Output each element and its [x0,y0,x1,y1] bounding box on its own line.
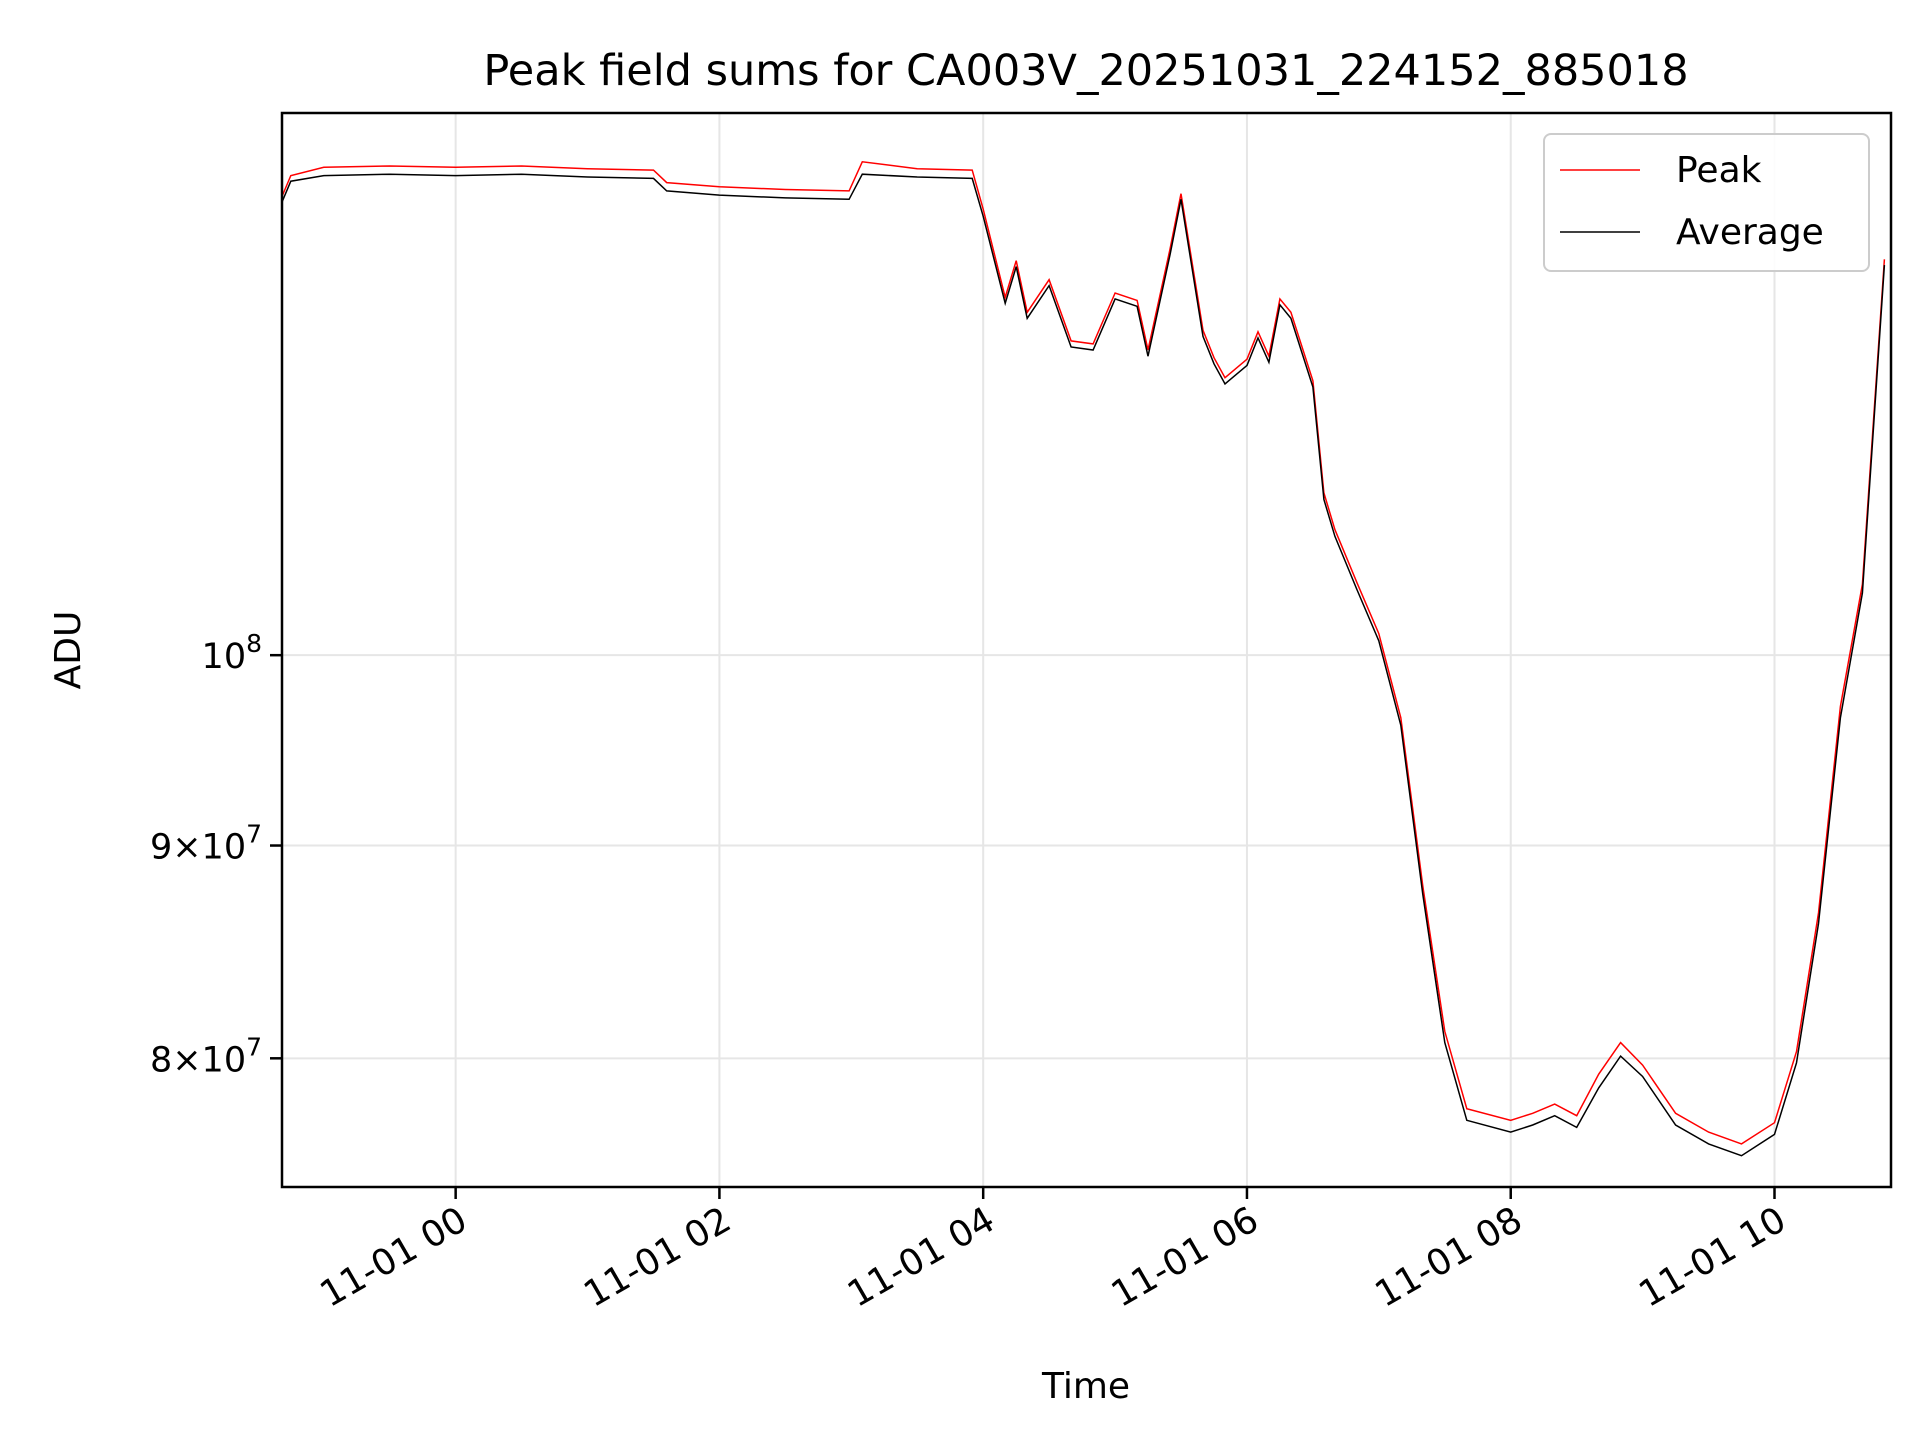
y-tick-label: 9×107 [150,820,262,868]
legend-label-average: Average [1676,212,1824,253]
plot-frame [280,111,1893,1189]
y-tick-label: 108 [202,629,262,677]
series-lines [281,160,1886,1157]
legend-label-peak: Peak [1676,150,1762,191]
x-axis: 11-01 00 11-01 02 11-01 04 11-01 06 11-01 08… [313,1187,1793,1316]
series-line-average [281,173,1886,1157]
x-tick-label: 11-01 04 [841,1199,1002,1315]
legend-box [1543,133,1870,272]
grid-lines [282,113,1891,1187]
x-tick-label: 11-01 08 [1369,1199,1530,1315]
y-tick-label: 8×107 [150,1032,262,1080]
chart-title: Peak field sums for CA003V_20251031_2241… [483,46,1688,96]
y-axis: 108 9×107 8×107 [150,629,282,1080]
x-tick-label: 11-01 02 [577,1199,738,1315]
x-tick-label: 11-01 10 [1632,1199,1793,1315]
legend: Peak Average [1543,133,1870,272]
x-axis-label: Time [1041,1366,1130,1407]
x-tick-label: 11-01 06 [1105,1199,1266,1315]
x-tick-label: 11-01 00 [313,1199,474,1315]
series-line-peak [281,160,1886,1145]
y-axis-label: ADU [48,611,89,690]
